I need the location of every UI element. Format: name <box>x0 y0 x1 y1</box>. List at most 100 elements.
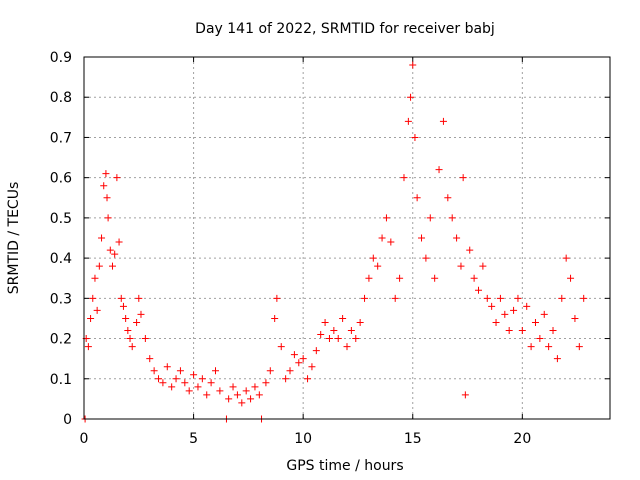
data-point <box>98 234 106 242</box>
data-point <box>352 335 360 343</box>
data-point <box>575 343 583 351</box>
data-point <box>317 331 325 339</box>
data-point <box>356 318 364 326</box>
data-point <box>404 117 412 125</box>
data-points <box>81 61 588 423</box>
x-tick-label: 0 <box>80 431 89 447</box>
data-point <box>251 383 259 391</box>
data-point <box>103 194 111 202</box>
data-point <box>273 294 281 302</box>
data-point <box>536 335 544 343</box>
data-point <box>400 174 408 182</box>
data-point <box>100 182 108 190</box>
grid-lines <box>84 57 610 419</box>
data-point <box>407 93 415 101</box>
data-point <box>91 274 99 282</box>
data-point <box>374 262 382 270</box>
data-point <box>435 166 443 174</box>
data-point <box>470 274 478 282</box>
data-point <box>207 379 215 387</box>
data-point <box>453 234 461 242</box>
data-point <box>111 250 119 258</box>
data-point <box>124 327 132 335</box>
data-point <box>475 286 482 294</box>
y-tick-label: 0.5 <box>50 211 72 227</box>
data-point <box>439 117 447 125</box>
data-point <box>426 214 434 222</box>
y-tick-label: 0 <box>63 412 72 428</box>
data-point <box>422 254 430 262</box>
data-point <box>562 254 570 262</box>
data-point <box>413 194 421 202</box>
data-point <box>190 371 198 379</box>
data-point <box>135 294 143 302</box>
x-axis-title: GPS time / hours <box>286 458 403 474</box>
y-tick-label: 0.1 <box>50 372 72 388</box>
data-point <box>271 314 279 322</box>
data-point <box>330 327 338 335</box>
data-point <box>115 238 123 246</box>
data-point <box>84 343 92 351</box>
data-point <box>418 234 426 242</box>
data-point <box>553 355 561 363</box>
data-point <box>527 343 535 351</box>
x-tick-label: 5 <box>189 431 198 447</box>
data-point <box>378 234 386 242</box>
data-point <box>409 61 417 69</box>
data-point <box>117 294 125 302</box>
data-point <box>461 391 469 399</box>
data-point <box>549 327 557 335</box>
data-point <box>146 355 154 363</box>
data-point <box>514 294 522 302</box>
data-point <box>89 294 97 302</box>
data-point <box>321 318 329 326</box>
data-point <box>334 335 342 343</box>
data-point <box>238 399 246 407</box>
data-point <box>391 294 399 302</box>
data-point <box>304 375 312 383</box>
y-tick-label: 0.2 <box>50 332 72 348</box>
chart-title: Day 141 of 2022, SRMTID for receiver bab… <box>195 21 495 37</box>
data-point <box>361 294 369 302</box>
data-point <box>369 254 377 262</box>
y-tick-label: 0.7 <box>50 130 72 146</box>
data-point <box>282 375 290 383</box>
data-point <box>387 238 395 246</box>
data-point <box>444 194 452 202</box>
data-point <box>411 133 419 141</box>
data-point <box>299 355 307 363</box>
data-point <box>122 314 130 322</box>
data-point <box>242 387 250 395</box>
data-point <box>312 347 320 355</box>
data-point <box>518 327 526 335</box>
data-point <box>540 310 548 318</box>
data-point <box>286 367 294 375</box>
data-point <box>176 367 184 375</box>
data-point <box>277 343 285 351</box>
y-tick-label: 0.3 <box>50 291 72 307</box>
data-point <box>290 351 298 359</box>
data-point <box>225 395 233 403</box>
data-point <box>233 391 241 399</box>
data-point <box>155 375 163 383</box>
data-point <box>343 343 351 351</box>
data-point <box>104 214 112 222</box>
y-tick-label: 0.4 <box>50 251 72 267</box>
data-point <box>523 302 531 310</box>
y-axis-title: SRMTID / TECUs <box>6 182 22 295</box>
tick-labels: 0 5 10 15 20 0 0.1 0.2 0.3 0.4 0.5 0.6 0.7 0.8 0.9 <box>50 50 532 447</box>
data-point <box>247 395 255 403</box>
data-point <box>479 262 487 270</box>
data-point <box>203 391 211 399</box>
data-point <box>185 387 193 395</box>
data-point <box>492 318 500 326</box>
data-point <box>262 379 270 387</box>
data-point <box>87 314 95 322</box>
data-point <box>194 383 202 391</box>
data-point <box>137 310 145 318</box>
data-point <box>496 294 504 302</box>
data-point <box>172 375 180 383</box>
data-point <box>365 274 373 282</box>
data-point <box>448 214 456 222</box>
